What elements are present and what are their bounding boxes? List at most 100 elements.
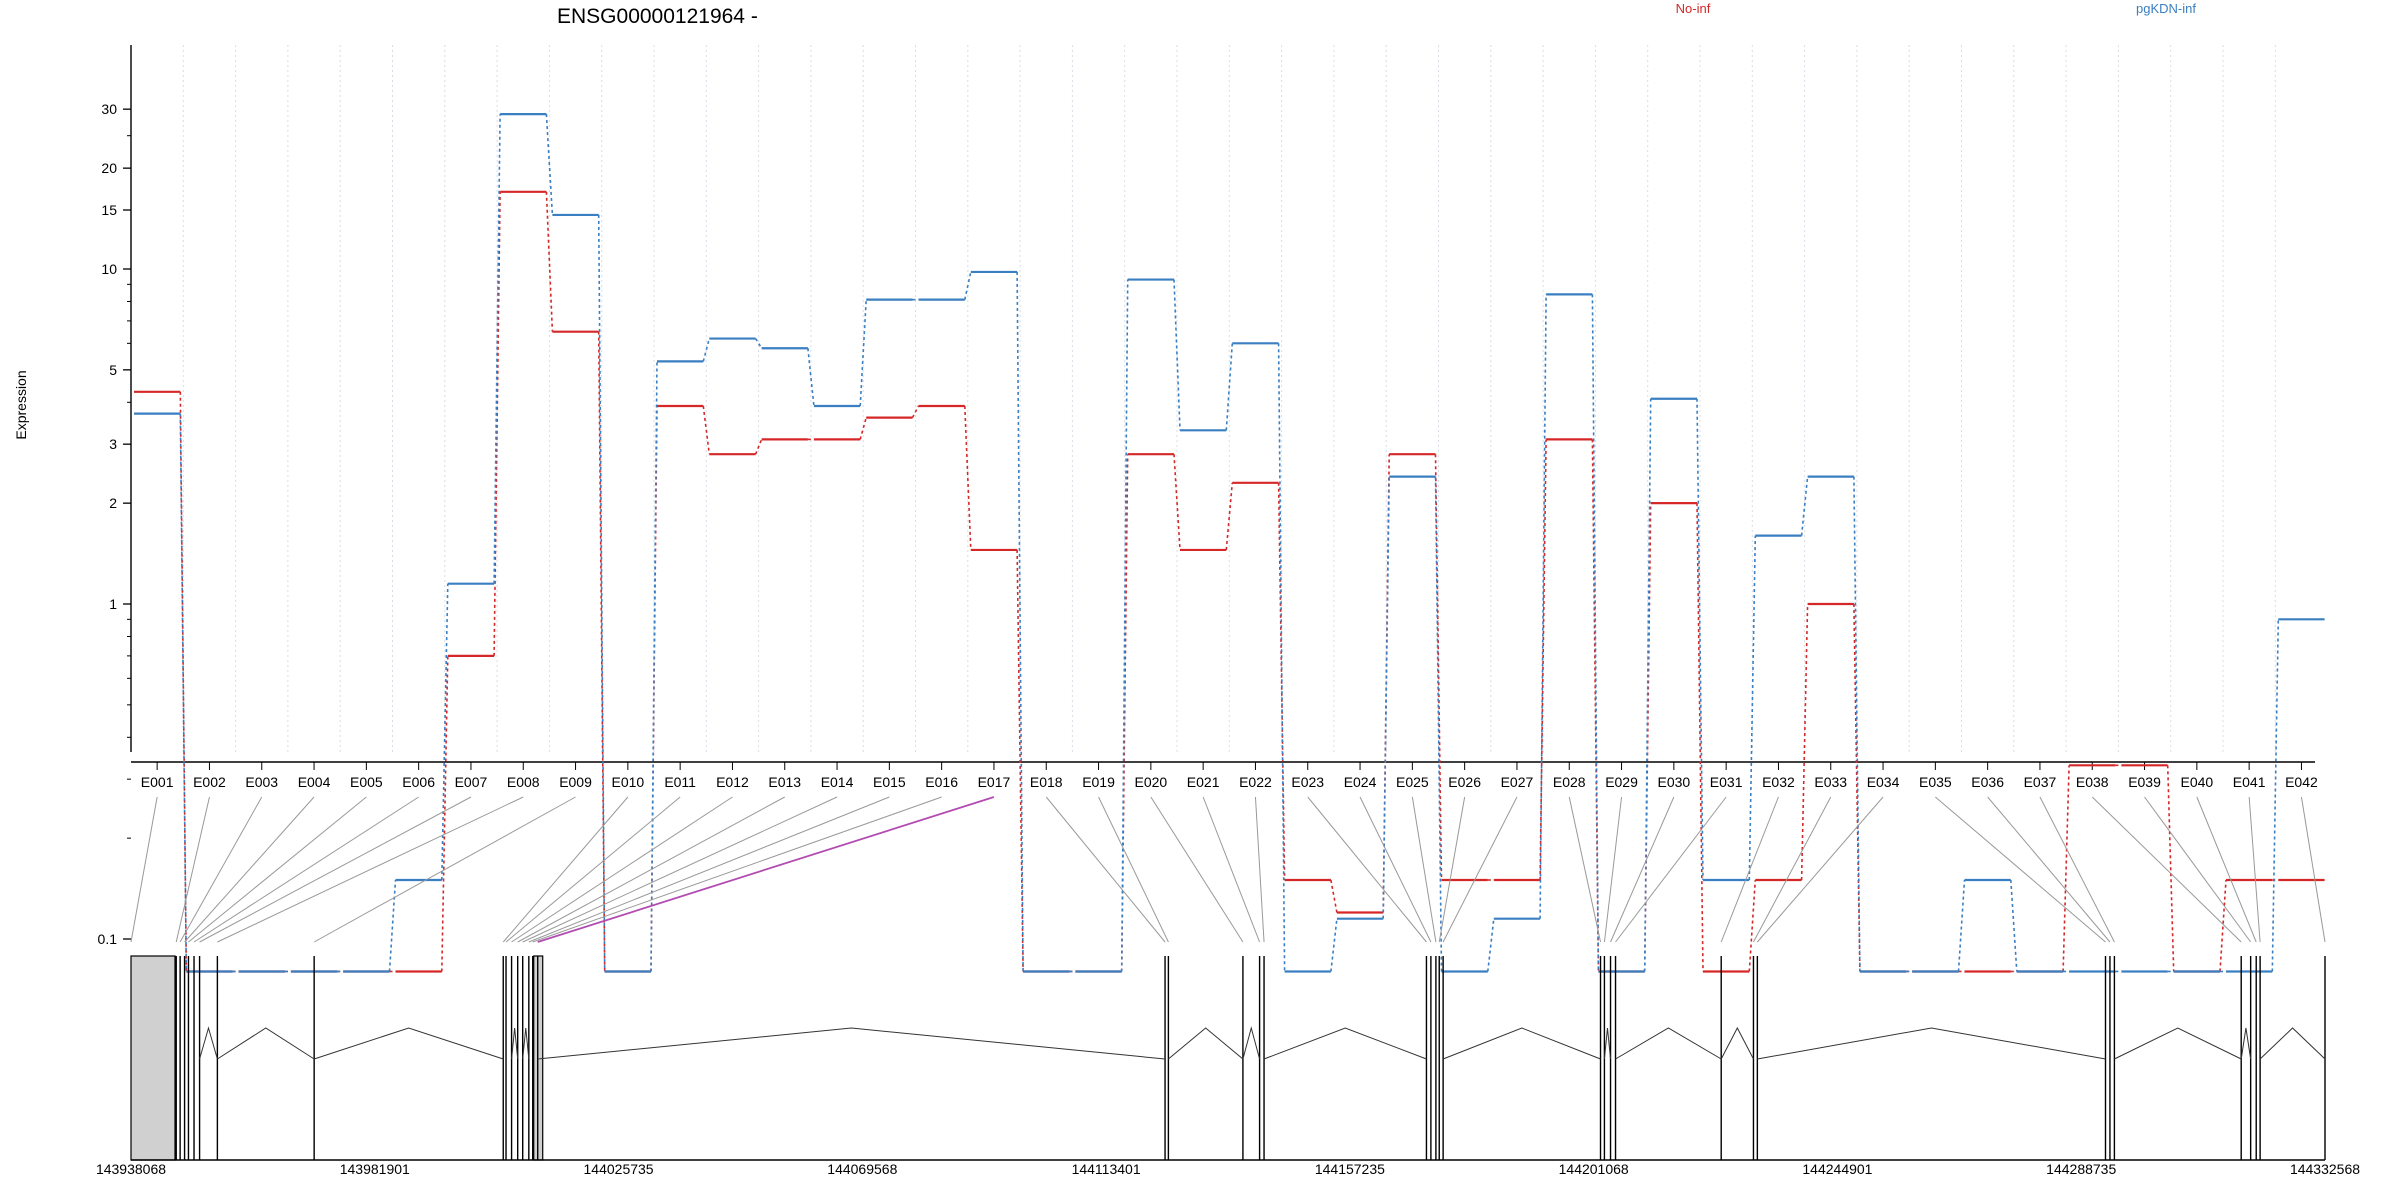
exon-connector-e027 [1442, 796, 1518, 943]
genomic-coordinate-label: 144201068 [1559, 1161, 1629, 1177]
exon-label-e034: E034 [1867, 774, 1900, 790]
exon-label-e023: E023 [1291, 774, 1324, 790]
exon-connector-e002 [175, 796, 210, 943]
exon-label-e037: E037 [2024, 774, 2057, 790]
genomic-coordinate-label: 144069568 [827, 1161, 897, 1177]
exon-connector-e009 [313, 796, 576, 943]
exon-label-e019: E019 [1082, 774, 1115, 790]
series-no-inf-connector [1225, 482, 1234, 551]
series-pgkdn-inf-connector [2271, 619, 2280, 972]
exon-label-e040: E040 [2180, 774, 2213, 790]
intron-line [522, 1027, 530, 1060]
intron-line [217, 1027, 315, 1060]
exon-connector-e038 [2091, 796, 2242, 943]
intron-line [1442, 1027, 1601, 1060]
intron-line [2114, 1027, 2242, 1060]
legend-no-inf: No-inf [1676, 1, 1711, 16]
exon-label-e036: E036 [1971, 774, 2004, 790]
intron-line [313, 1027, 504, 1060]
y-tick-label: 3 [109, 436, 117, 452]
series-no-inf-connector [1173, 454, 1181, 550]
exon-connector-e021 [1202, 796, 1261, 943]
exon-label-e029: E029 [1605, 774, 1638, 790]
series-pgkdn-inf-connector [388, 879, 397, 972]
intron-line [1720, 1026, 1754, 1060]
exon-label-e009: E009 [559, 774, 592, 790]
exon-connector-e036 [1987, 796, 2111, 943]
genomic-coordinate-label: 143981901 [340, 1161, 410, 1177]
exon-connector-e034 [1756, 796, 1884, 943]
exon-label-e042: E042 [2285, 774, 2318, 790]
exon-label-e038: E038 [2076, 774, 2109, 790]
exon-connector-e028 [1568, 796, 1602, 943]
series-pgkdn-inf-connector [1696, 398, 1704, 881]
genomic-coordinate-label: 144288735 [2046, 1161, 2116, 1177]
series-pgkdn-inf-connector [1330, 918, 1338, 972]
exon-connector-e010 [502, 796, 629, 943]
y-tick-label: 2 [109, 495, 117, 511]
series-no-inf-connector [702, 405, 711, 455]
series-pgkdn-inf-connector [2010, 879, 2018, 972]
intron-line [1168, 1027, 1244, 1060]
intron-line [537, 1027, 1166, 1060]
exon-label-e022: E022 [1239, 774, 1272, 790]
series-pgkdn-inf-connector [1434, 476, 1443, 972]
exon-label-e032: E032 [1762, 774, 1795, 790]
exon-connector-e012 [511, 796, 733, 943]
exon-label-e006: E006 [402, 774, 435, 790]
exon-block-e001 [130, 955, 176, 1161]
exon-connector-e014 [522, 796, 838, 943]
series-no-inf-connector [1591, 439, 1600, 972]
exon-label-e027: E027 [1501, 774, 1534, 790]
exon-label-e001: E001 [141, 774, 174, 790]
series-no-inf-connector [1330, 879, 1338, 913]
series-pgkdn-inf-connector [1225, 343, 1234, 431]
exon-connector-e019 [1098, 796, 1169, 943]
intron-line [511, 1027, 519, 1060]
exon-connector-e003 [179, 796, 263, 943]
series-pgkdn-inf-connector [597, 214, 606, 972]
exon-connector-e001 [130, 796, 158, 943]
exon-label-e011: E011 [664, 774, 696, 790]
exon-label-e013: E013 [768, 774, 801, 790]
exon-label-e031: E031 [1710, 774, 1743, 790]
y-tick-label: 5 [109, 362, 117, 378]
exon-label-e004: E004 [298, 774, 331, 790]
series-pgkdn-inf-connector [493, 114, 501, 584]
exon-connector-e032 [1720, 796, 1779, 943]
exon-connector-e020 [1150, 796, 1244, 943]
exon-connector-e015 [528, 796, 890, 943]
intron-line [2259, 1027, 2326, 1060]
series-pgkdn-inf-connector [1016, 271, 1024, 972]
exon-connector-e013 [517, 796, 785, 943]
series-pgkdn-inf-connector [1853, 476, 1861, 972]
exon-label-e007: E007 [455, 774, 488, 790]
series-pgkdn-inf-connector [441, 583, 449, 881]
exon-connector-e024 [1359, 796, 1432, 943]
genomic-coordinate-label: 144025735 [584, 1161, 654, 1177]
series-no-inf-connector [911, 405, 920, 419]
exon-connector-e004 [184, 796, 315, 943]
series-pgkdn-inf-connector [1487, 918, 1495, 972]
series-no-inf-connector [1748, 879, 1757, 972]
exon-connector-e018 [1045, 796, 1166, 943]
exon-connector-e031 [1615, 796, 1727, 943]
exon-connector-e006 [193, 796, 419, 943]
exon-label-e024: E024 [1344, 774, 1377, 790]
exon-label-e016: E016 [925, 774, 958, 790]
series-pgkdn-inf-connector [1120, 279, 1129, 972]
exon-label-e026: E026 [1448, 774, 1481, 790]
exon-label-e041: E041 [2233, 774, 2266, 790]
genomic-coordinate-label: 144332568 [2290, 1161, 2360, 1177]
genomic-coordinate-label: 143938068 [96, 1161, 166, 1177]
series-no-inf-connector [1539, 439, 1547, 881]
exon-connector-e040 [2196, 796, 2257, 943]
series-pgkdn-inf-connector [807, 348, 815, 407]
exon-label-e025: E025 [1396, 774, 1429, 790]
exon-connector-e022 [1254, 796, 1265, 943]
exon-connector-e007 [199, 796, 472, 943]
y-tick-label: 10 [101, 261, 117, 277]
series-no-inf-connector [493, 191, 501, 656]
series-no-inf-connector [2062, 765, 2070, 972]
series-pgkdn-inf-connector [1800, 476, 1809, 536]
